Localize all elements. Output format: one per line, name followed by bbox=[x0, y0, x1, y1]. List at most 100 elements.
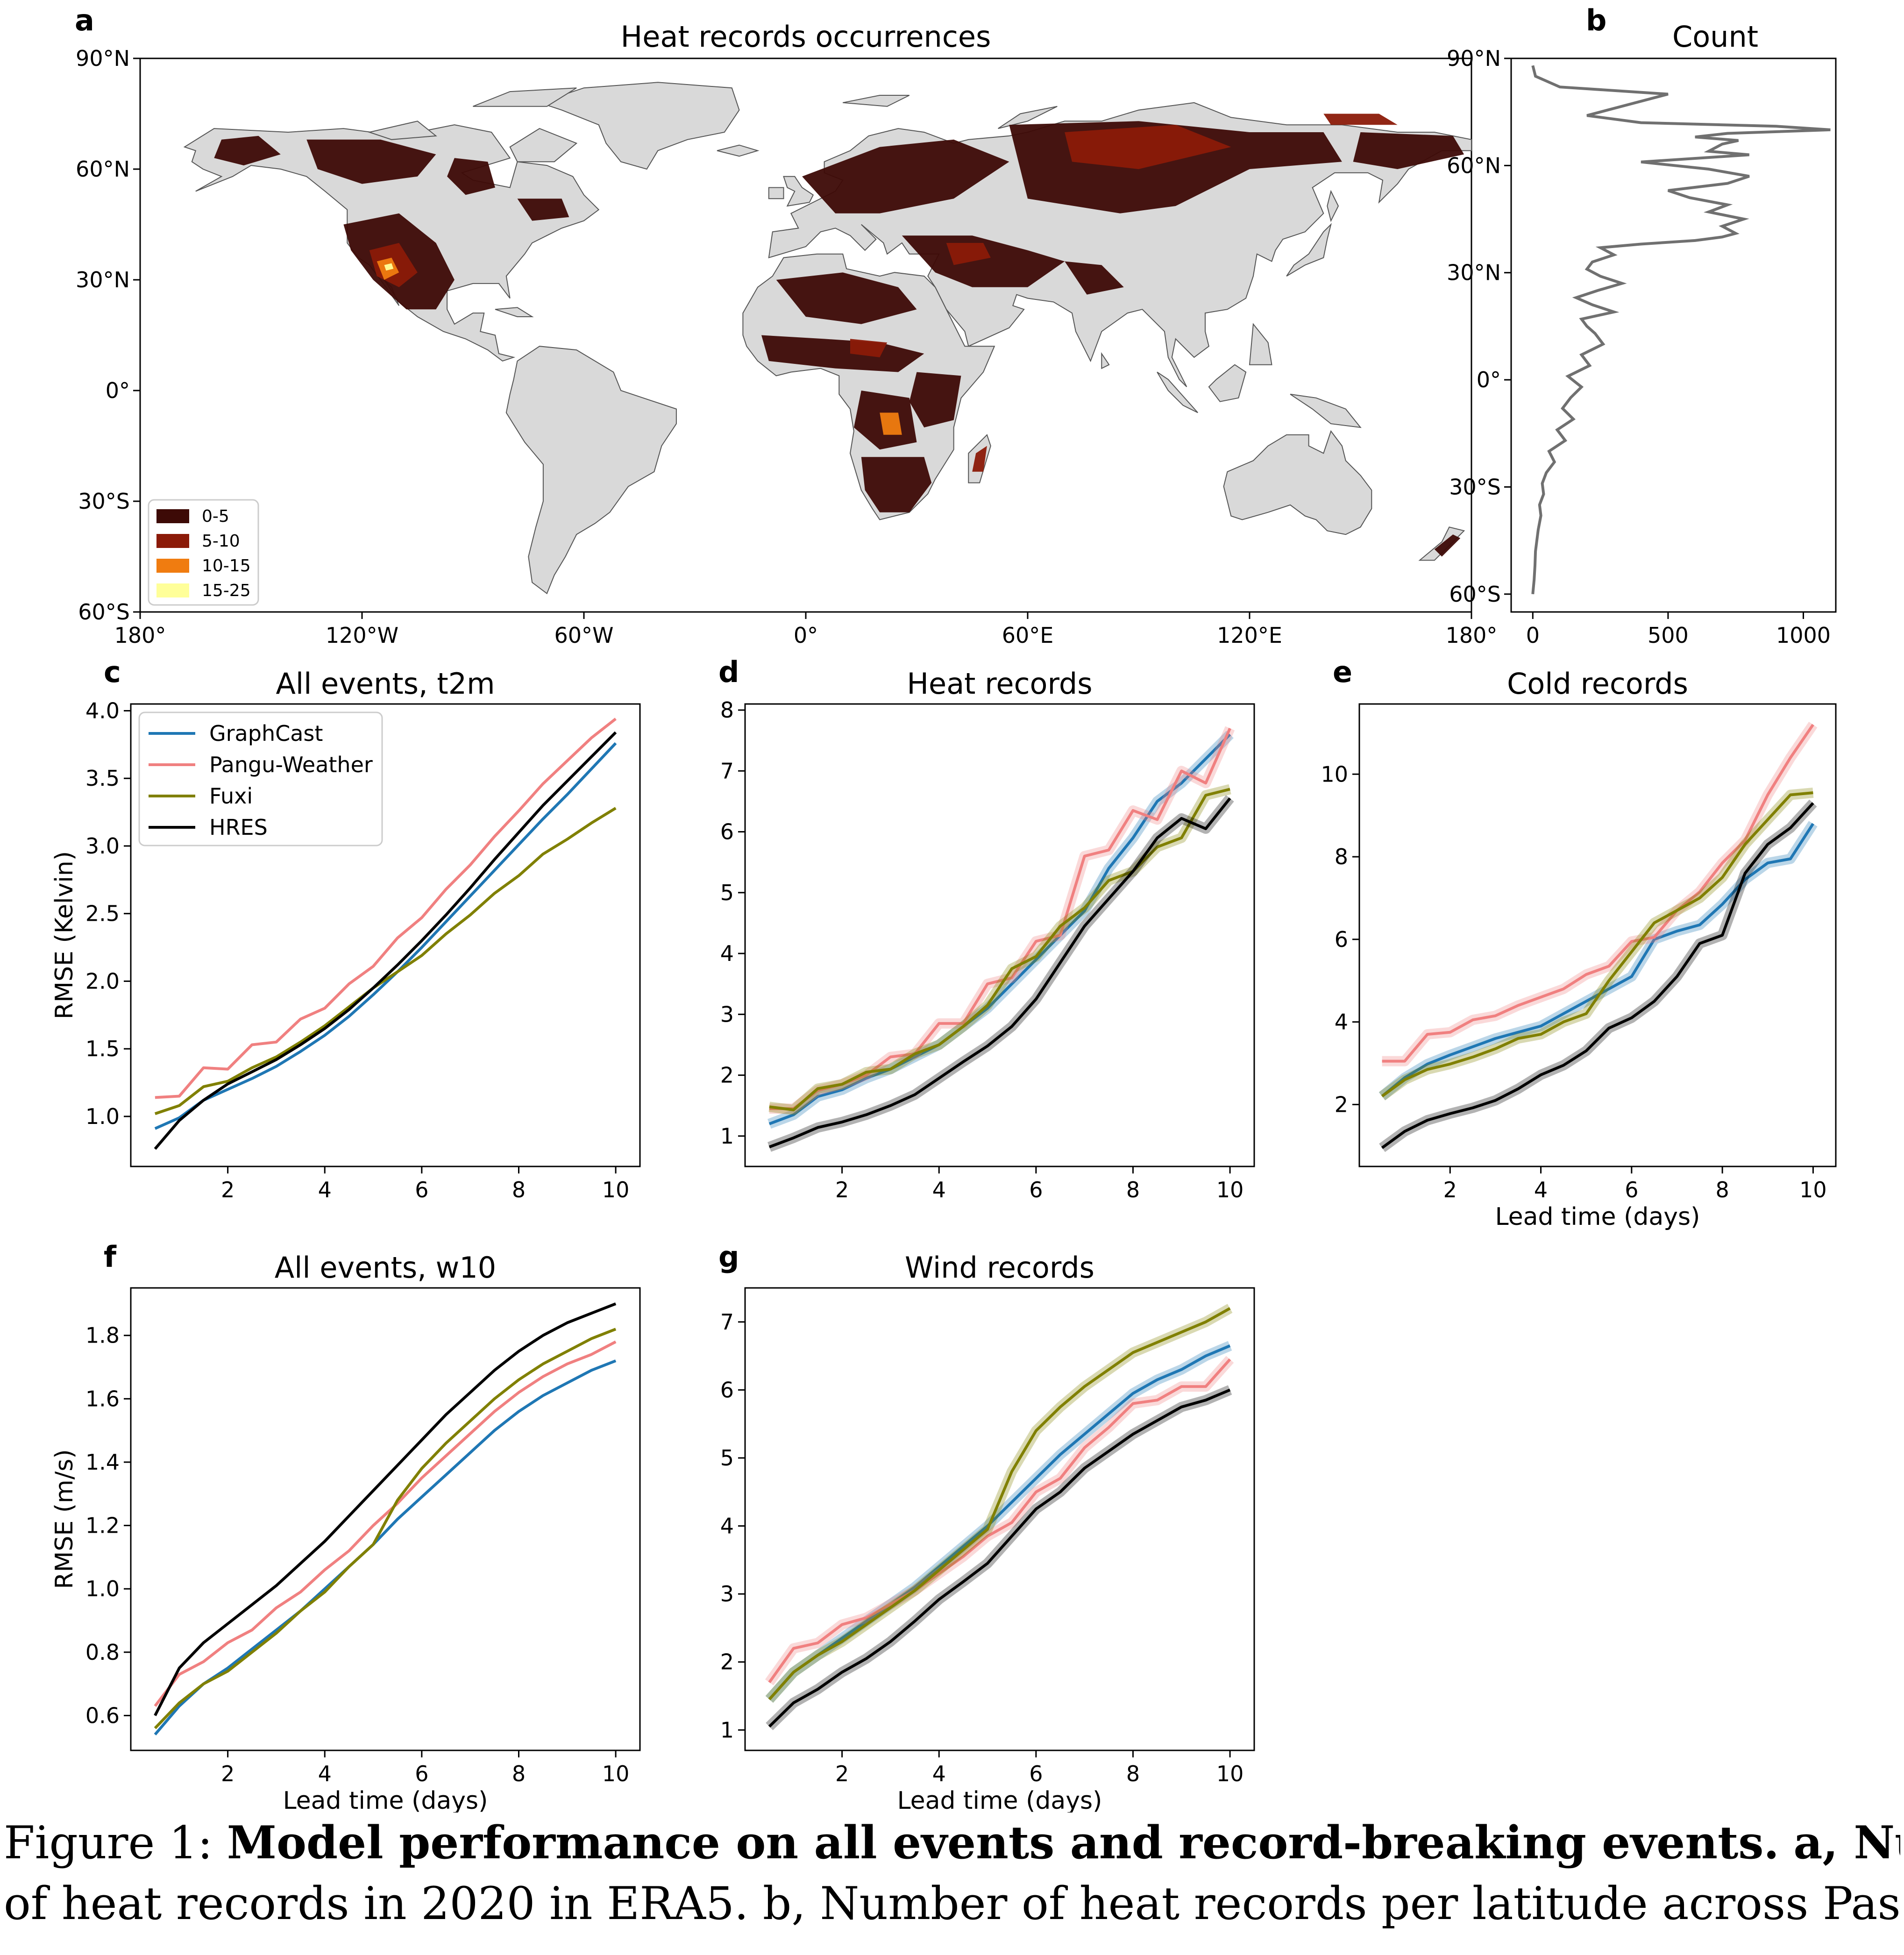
series-line-pangu-weather bbox=[155, 718, 617, 1099]
x-tick-label: 10 bbox=[1216, 1761, 1244, 1786]
land-japan bbox=[1286, 223, 1332, 277]
land-cuba bbox=[495, 307, 534, 317]
panel-letter-b: b bbox=[1586, 3, 1606, 37]
rec-yakutia-hot bbox=[1323, 114, 1398, 125]
land-uk bbox=[783, 176, 814, 207]
y-tick-label: 10 bbox=[1321, 761, 1348, 787]
land-ellesmere bbox=[473, 87, 577, 107]
map-lat-tick-label: 30°N bbox=[76, 267, 130, 292]
x-tick-label: 10 bbox=[602, 1177, 630, 1202]
series-line-hres bbox=[768, 797, 1231, 1149]
series-line-hres bbox=[768, 1388, 1231, 1728]
map-lon-tick-label: 60°E bbox=[1002, 623, 1054, 648]
map-lat-tick-label: 30°S bbox=[78, 489, 130, 514]
y-tick-label: 3.0 bbox=[85, 833, 120, 859]
record-patches bbox=[214, 114, 1464, 557]
series-line-fuxi bbox=[154, 807, 617, 1115]
land-indonesia bbox=[1157, 371, 1198, 413]
rec-mideast-hot bbox=[946, 243, 991, 265]
heat-records-map: a Heat records occurrences 90°N 60°N 30°N 0… bbox=[75, 3, 1497, 648]
count-series-line bbox=[1531, 65, 1831, 595]
y-tick-label: 8 bbox=[720, 697, 734, 723]
rec-siberia-hot bbox=[1065, 125, 1231, 169]
x-tick-label: 10 bbox=[602, 1761, 630, 1786]
panel-letter-f: f bbox=[104, 1240, 117, 1274]
x-tick-label: 6 bbox=[1625, 1177, 1638, 1202]
y-tick-label: 7 bbox=[720, 1309, 734, 1335]
rec-europe-north bbox=[802, 139, 1009, 213]
panel-e: e Cold records 2 4 6 8 10 2 4 6 8 10 Lead time (days… bbox=[1321, 655, 1837, 1231]
y-tick-label: 1.8 bbox=[85, 1323, 120, 1348]
x-tick-label: 4 bbox=[932, 1177, 946, 1202]
x-tick-label: 6 bbox=[415, 1761, 428, 1786]
series-line-fuxi bbox=[769, 788, 1230, 1111]
rec-far-east bbox=[1353, 132, 1464, 169]
panel-letter-d: d bbox=[718, 655, 739, 689]
figure-caption: Figure 1: Model performance on all event… bbox=[4, 1813, 1900, 1955]
land-svalbard bbox=[843, 95, 910, 107]
series-line-fuxi bbox=[768, 1307, 1231, 1700]
y-tick-label: 6 bbox=[720, 819, 734, 845]
count-frame bbox=[1510, 57, 1837, 613]
panel-title-f: All events, w10 bbox=[275, 1251, 496, 1285]
map-lon-tick-label: 180° bbox=[114, 623, 166, 648]
y-tick-label: 8 bbox=[1335, 844, 1348, 869]
x-axis-label-g: Lead time (days) bbox=[897, 1787, 1102, 1813]
map-lat-tick-label: 90°N bbox=[76, 46, 130, 71]
series-line-pangu-weather bbox=[154, 1340, 617, 1707]
series-line-graphcast bbox=[154, 1359, 617, 1736]
land-africa bbox=[742, 253, 995, 520]
y-tick-label: 1 bbox=[720, 1717, 734, 1742]
map-title: Heat records occurrences bbox=[621, 20, 991, 54]
x-tick-label: 8 bbox=[1126, 1177, 1140, 1202]
rec-hudson bbox=[447, 158, 495, 195]
legend-label-hres: HRES bbox=[209, 815, 268, 840]
series-line-graphcast bbox=[768, 733, 1231, 1125]
land-sakhalin bbox=[1327, 190, 1339, 222]
line-panels: c All events, t2m 1.0 1.5 2.0 2.5 3.0 3.5 4.0 2 4 6… bbox=[50, 655, 1837, 1813]
y-tick-label: 5 bbox=[720, 880, 734, 905]
x-tick-label: 8 bbox=[512, 1761, 526, 1786]
legend-swatch-0-5 bbox=[156, 509, 189, 523]
map-lat-tick-label: 60°N bbox=[76, 156, 130, 182]
map-legend-box bbox=[148, 499, 259, 606]
count-lat-tick-label: 90°N bbox=[1447, 46, 1501, 71]
x-tick-label: 6 bbox=[1029, 1761, 1043, 1786]
panel-frame-e bbox=[1358, 703, 1837, 1167]
panel-c: c All events, t2m 1.0 1.5 2.0 2.5 3.0 3.5 4.0 2 4 6… bbox=[50, 655, 641, 1202]
y-tick-label: 3.5 bbox=[85, 766, 120, 791]
legend-box bbox=[138, 711, 383, 846]
series-line-graphcast bbox=[768, 1344, 1231, 1700]
series-line-fuxi bbox=[1381, 791, 1813, 1098]
legend-label-graphcast: GraphCast bbox=[209, 721, 323, 746]
map-lon-tick-label: 120°W bbox=[326, 623, 398, 648]
y-tick-label: 1.2 bbox=[85, 1513, 120, 1538]
land-borneo bbox=[1208, 364, 1247, 402]
legend-label-pangu-weather: Pangu-Weather bbox=[209, 752, 373, 777]
y-tick-label: 2.0 bbox=[85, 968, 120, 994]
rec-east-africa bbox=[909, 372, 961, 427]
rec-mideast bbox=[902, 235, 1065, 287]
legend-swatch-15-25 bbox=[156, 583, 189, 597]
land-victoria-island bbox=[368, 121, 437, 140]
y-tick-label: 6 bbox=[720, 1377, 734, 1402]
series-line-pangu-weather bbox=[768, 1358, 1231, 1684]
legend-label-0-5: 0-5 bbox=[202, 507, 229, 526]
land-south-america bbox=[505, 346, 677, 595]
map-lat-tick-label: 0° bbox=[106, 378, 130, 403]
y-tick-label: 4 bbox=[1335, 1009, 1348, 1035]
count-title: Count bbox=[1672, 20, 1758, 54]
y-tick-label: 0.6 bbox=[85, 1703, 120, 1728]
map-lon-tick-label: 60°W bbox=[554, 623, 613, 648]
count-lat-tick-label: 60°N bbox=[1447, 153, 1501, 178]
rec-ca-hot bbox=[880, 412, 902, 435]
x-tick-label: 2 bbox=[835, 1177, 849, 1202]
series-line-pangu-weather bbox=[1382, 724, 1814, 1063]
y-tick-label: 1 bbox=[720, 1123, 734, 1149]
count-lat-tick-label: 30°S bbox=[1449, 474, 1501, 499]
count-x-tick-label: 500 bbox=[1648, 623, 1689, 648]
count-x-tick-label: 0 bbox=[1526, 623, 1540, 648]
y-tick-label: 1.5 bbox=[85, 1036, 120, 1061]
rec-india-north bbox=[1065, 261, 1124, 295]
map-lon-tick-label: 120°E bbox=[1217, 623, 1282, 648]
